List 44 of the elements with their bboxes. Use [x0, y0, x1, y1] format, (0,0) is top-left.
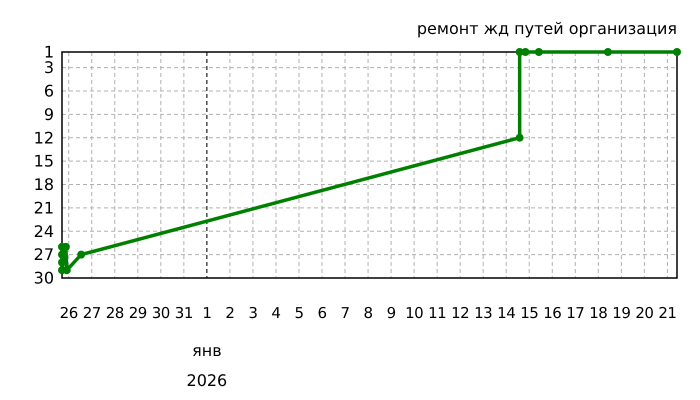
point — [604, 48, 612, 56]
y-tick-label: 12 — [34, 128, 54, 148]
x-tick-label: 1 — [202, 304, 212, 322]
point — [534, 48, 543, 56]
x-tick-label: 29 — [128, 304, 147, 322]
x-tick-label: 18 — [589, 304, 608, 322]
x-tick-label: 11 — [428, 304, 446, 322]
x-tick-label: 12 — [451, 304, 470, 322]
x-tick-label: 16 — [543, 304, 562, 322]
x-tick-label: 17 — [566, 304, 584, 322]
x-tick-label: 2 — [225, 304, 234, 322]
y-tick-label: 21 — [34, 198, 54, 218]
x-tick-label: 20 — [635, 304, 654, 322]
point — [58, 258, 66, 266]
x-tick-label: 30 — [152, 304, 170, 322]
x-tick-label: 7 — [340, 304, 350, 322]
point — [673, 48, 681, 56]
x-tick-label: 5 — [294, 304, 304, 322]
y-tick-label: 18 — [34, 175, 54, 194]
y-tick-label: 9 — [44, 104, 54, 124]
x-tick-label: 6 — [317, 304, 327, 322]
point — [77, 250, 86, 259]
chart-title: ремонт жд путей организация — [416, 19, 677, 38]
y-tick-label: 27 — [34, 245, 54, 264]
x-tick-label: 14 — [497, 304, 516, 322]
x-tick-label: 19 — [612, 304, 630, 322]
y-tick-label: 6 — [44, 82, 54, 101]
x-tick-label: 3 — [248, 304, 258, 322]
x-tick-label: 10 — [405, 304, 424, 322]
x-tick-label: 27 — [82, 304, 101, 322]
x-axis-title: янв 2026 — [186, 341, 228, 390]
x-tick-label: 21 — [658, 304, 676, 322]
x-tick-label: 31 — [174, 304, 193, 322]
x-tick-label: 15 — [520, 304, 538, 322]
y-tick-label: 15 — [34, 152, 54, 171]
y-tick-label: 30 — [34, 268, 54, 288]
x-tick-label: 9 — [386, 304, 396, 322]
x-tick-label: 4 — [271, 304, 280, 322]
x-tick-label: 26 — [60, 304, 78, 322]
point — [516, 134, 524, 142]
x-tick-label: 28 — [106, 304, 124, 322]
x-tick-label: 13 — [474, 304, 492, 322]
x-tick-label: 8 — [364, 304, 373, 322]
y-tick-label: 24 — [34, 222, 54, 241]
